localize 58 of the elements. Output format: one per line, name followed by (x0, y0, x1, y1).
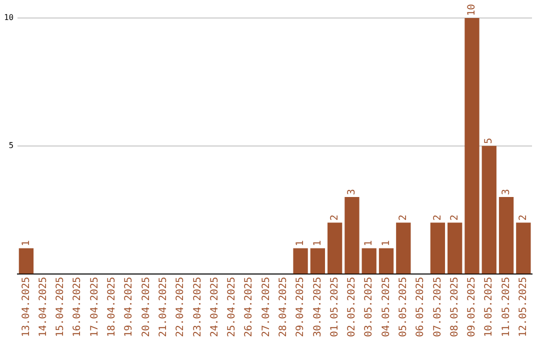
bar (344, 197, 360, 274)
x-tick-label: 23.04.2025 (192, 276, 204, 338)
data-label: 1 (20, 240, 32, 246)
x-tick-label: 02.05.2025 (346, 276, 358, 338)
x-tick-label: 12.05.2025 (518, 276, 530, 338)
x-tick-label: 17.04.2025 (89, 276, 100, 338)
data-label: 3 (346, 189, 358, 196)
x-tick-label: 10.05.2025 (484, 276, 495, 338)
bar (396, 222, 411, 274)
bar (498, 197, 514, 274)
x-tick-label: 18.04.2025 (106, 276, 118, 338)
x-tick-label: 06.05.2025 (415, 276, 426, 338)
bar (378, 248, 394, 274)
x-tick-label: 09.05.2025 (466, 276, 478, 338)
x-tick-label: 13.04.2025 (20, 276, 32, 338)
data-label: 3 (500, 189, 512, 196)
x-tick-label: 07.05.2025 (432, 276, 444, 338)
x-tick-label: 26.04.2025 (244, 276, 255, 338)
bar (293, 248, 308, 274)
data-label: 10 (466, 4, 478, 16)
bar (482, 146, 496, 274)
x-tick-label: 14.04.2025 (38, 276, 49, 338)
bar (18, 248, 34, 274)
data-label: 5 (484, 138, 495, 144)
x-tick-label: 19.04.2025 (124, 276, 135, 338)
x-tick-label: 27.04.2025 (260, 276, 272, 338)
data-label: 2 (398, 214, 409, 221)
data-label: 1 (295, 240, 306, 246)
data-label: 1 (364, 240, 375, 246)
x-tick-label: 30.04.2025 (312, 276, 324, 338)
data-label: 1 (312, 240, 324, 246)
bar (516, 222, 531, 274)
x-tick-label: 24.04.2025 (209, 276, 220, 338)
x-tick-label: 05.05.2025 (398, 276, 409, 338)
data-label: 2 (432, 214, 444, 221)
x-tick-label: 16.04.2025 (72, 276, 84, 338)
x-tick-label: 08.05.2025 (449, 276, 460, 338)
x-tick-label: 01.05.2025 (329, 276, 340, 338)
data-label: 2 (329, 214, 340, 221)
x-tick-label: 21.04.2025 (158, 276, 169, 338)
bar (362, 248, 376, 274)
x-tick-label: 03.05.2025 (364, 276, 375, 338)
x-tick-label: 11.05.2025 (500, 276, 512, 338)
x-tick-label: 04.05.2025 (380, 276, 392, 338)
data-label: 1 (380, 240, 392, 246)
x-tick-label: 25.04.2025 (226, 276, 238, 338)
data-label: 2 (518, 214, 530, 221)
bar (464, 18, 480, 274)
x-tick-label: 29.04.2025 (295, 276, 306, 338)
bar (430, 222, 446, 274)
bar (327, 222, 342, 274)
x-tick-label: 20.04.2025 (140, 276, 152, 338)
x-tick-label: 22.04.2025 (175, 276, 186, 338)
bar (448, 222, 462, 274)
x-tick-label: 28.04.2025 (278, 276, 289, 338)
data-label: 2 (449, 214, 460, 221)
bar (310, 248, 326, 274)
x-tick-label: 15.04.2025 (55, 276, 66, 338)
